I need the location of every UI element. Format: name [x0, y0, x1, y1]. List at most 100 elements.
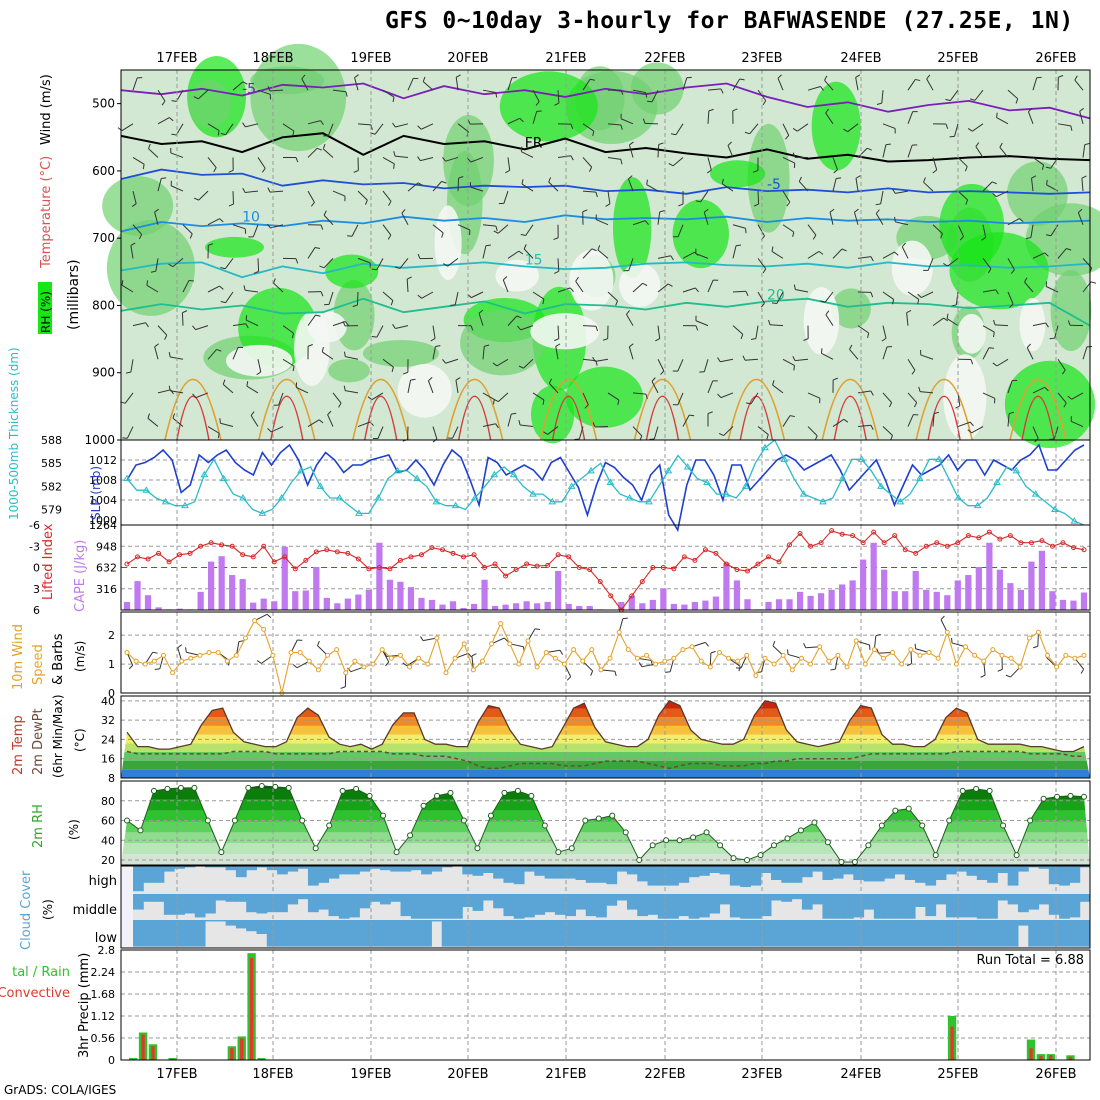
- thickness-point: [490, 470, 499, 478]
- temperature-tick-label: 24: [101, 733, 115, 746]
- wind-barb-shaft: [957, 190, 968, 201]
- cloud-bar: [853, 894, 865, 918]
- cloud-bar: [544, 920, 556, 947]
- wind-barb-shaft: [170, 390, 184, 394]
- wind-barb-shaft: [982, 347, 990, 360]
- wind-barb: [282, 257, 299, 264]
- wind-barb: [1079, 107, 1084, 124]
- cloud-bar: [133, 866, 144, 892]
- rh-point: [191, 784, 198, 791]
- wind-barb-shaft: [207, 349, 217, 360]
- wind-barb-feather: [597, 245, 601, 251]
- wind-barb-feather: [836, 177, 842, 179]
- wind-barb: [267, 426, 284, 433]
- wind-barb: [554, 258, 560, 274]
- cape-bar: [470, 603, 478, 610]
- cloud-bar: [668, 894, 679, 919]
- lifted-index-point: [1039, 538, 1045, 544]
- cloud-bar: [133, 894, 144, 910]
- rh-point: [366, 792, 373, 799]
- cloud-bar: [133, 920, 144, 947]
- cloud-bar: [318, 866, 330, 883]
- wind-barb-shaft: [356, 291, 359, 306]
- wind-barb-shaft: [825, 112, 834, 125]
- wind-speed-point: [224, 658, 230, 664]
- wind-barb-shaft: [657, 325, 661, 339]
- wind-barb-feather: [130, 242, 136, 246]
- rh-shading-patch: [1004, 360, 1096, 449]
- wind-barb-feather: [943, 317, 949, 322]
- wind-barb-feather: [385, 661, 390, 667]
- wind-barb-shaft: [1057, 392, 1067, 404]
- wind-speed-point: [133, 658, 139, 664]
- wind-barb-feather: [825, 108, 829, 114]
- wind-barb-shaft: [732, 78, 741, 91]
- wind-barb: [273, 392, 284, 406]
- wind-barb-feather: [638, 662, 643, 667]
- lifted-index-point: [776, 559, 782, 565]
- lifted-index-point: [1070, 545, 1076, 551]
- wind-barb-feather: [584, 404, 589, 409]
- wind-barb-shaft: [795, 358, 809, 362]
- rh-point: [1000, 822, 1007, 829]
- wind-barb: [718, 426, 734, 437]
- cloud-bar: [163, 920, 175, 947]
- thickness-point: [393, 466, 402, 474]
- wind-barb-feather: [993, 332, 995, 338]
- date-label-bottom: 25FEB: [937, 1067, 978, 1082]
- wind-barb-shaft: [273, 282, 284, 293]
- lifted-index-point: [902, 547, 908, 553]
- wind-barb-shaft: [470, 156, 484, 163]
- wind-barb: [222, 379, 234, 394]
- wind-barb: [442, 156, 459, 162]
- wind-speed-point: [479, 658, 485, 664]
- wind-barb: [403, 359, 409, 375]
- wind-barb: [192, 325, 209, 331]
- cloud-bar: [421, 894, 432, 919]
- wind-barb-feather: [401, 209, 406, 214]
- wind-barb-shaft: [882, 325, 887, 339]
- wind-speed-point: [498, 621, 504, 627]
- wind-barb-feather: [388, 201, 392, 206]
- date-label-top: 19FEB: [350, 51, 391, 66]
- rh-tick-label: 80: [101, 795, 115, 808]
- wind-barb-feather: [295, 157, 299, 163]
- cloud-bar: [349, 920, 360, 947]
- wind-barb-feather: [246, 381, 249, 387]
- wind-barb-feather: [703, 208, 709, 213]
- wind-barb: [1027, 107, 1034, 124]
- wind-barb-shaft: [382, 291, 394, 301]
- wind-barb: [932, 411, 940, 427]
- wind-barb-shaft: [895, 221, 909, 226]
- cape-bar: [260, 598, 267, 610]
- cloud-bar: [678, 866, 690, 883]
- wind-barb-feather: [518, 419, 521, 426]
- wind-barb-feather: [267, 428, 272, 433]
- wind-barb-feather: [951, 304, 957, 307]
- wind-barb-shaft: [307, 190, 315, 203]
- wind-barb-shaft: [520, 424, 534, 428]
- cloud-bar: [338, 894, 350, 919]
- wind-speed-point: [963, 644, 969, 650]
- wind-barb: [628, 141, 634, 158]
- isotherm-line: [120, 82, 1091, 120]
- wind-barb-feather: [870, 256, 874, 262]
- wind-barb-feather: [980, 674, 986, 678]
- wind-barb-shaft: [682, 77, 688, 91]
- wind-barb-shaft: [246, 319, 259, 327]
- wind-barb-shaft: [132, 322, 146, 327]
- cloud-bar: [246, 866, 257, 871]
- wind-barb-shaft: [257, 359, 262, 373]
- cloud-bar: [215, 894, 227, 901]
- wind-barb-feather: [161, 177, 167, 179]
- wind-barb: [907, 392, 918, 408]
- thickness-point: [413, 474, 421, 482]
- rh-point: [447, 789, 454, 796]
- wind-barb-feather: [655, 338, 660, 342]
- cloud-bar: [997, 894, 1009, 901]
- wind-barb: [482, 224, 498, 232]
- wind-barb-feather: [760, 302, 765, 308]
- rh-band: [121, 785, 1090, 789]
- wind-barb-feather: [629, 343, 634, 348]
